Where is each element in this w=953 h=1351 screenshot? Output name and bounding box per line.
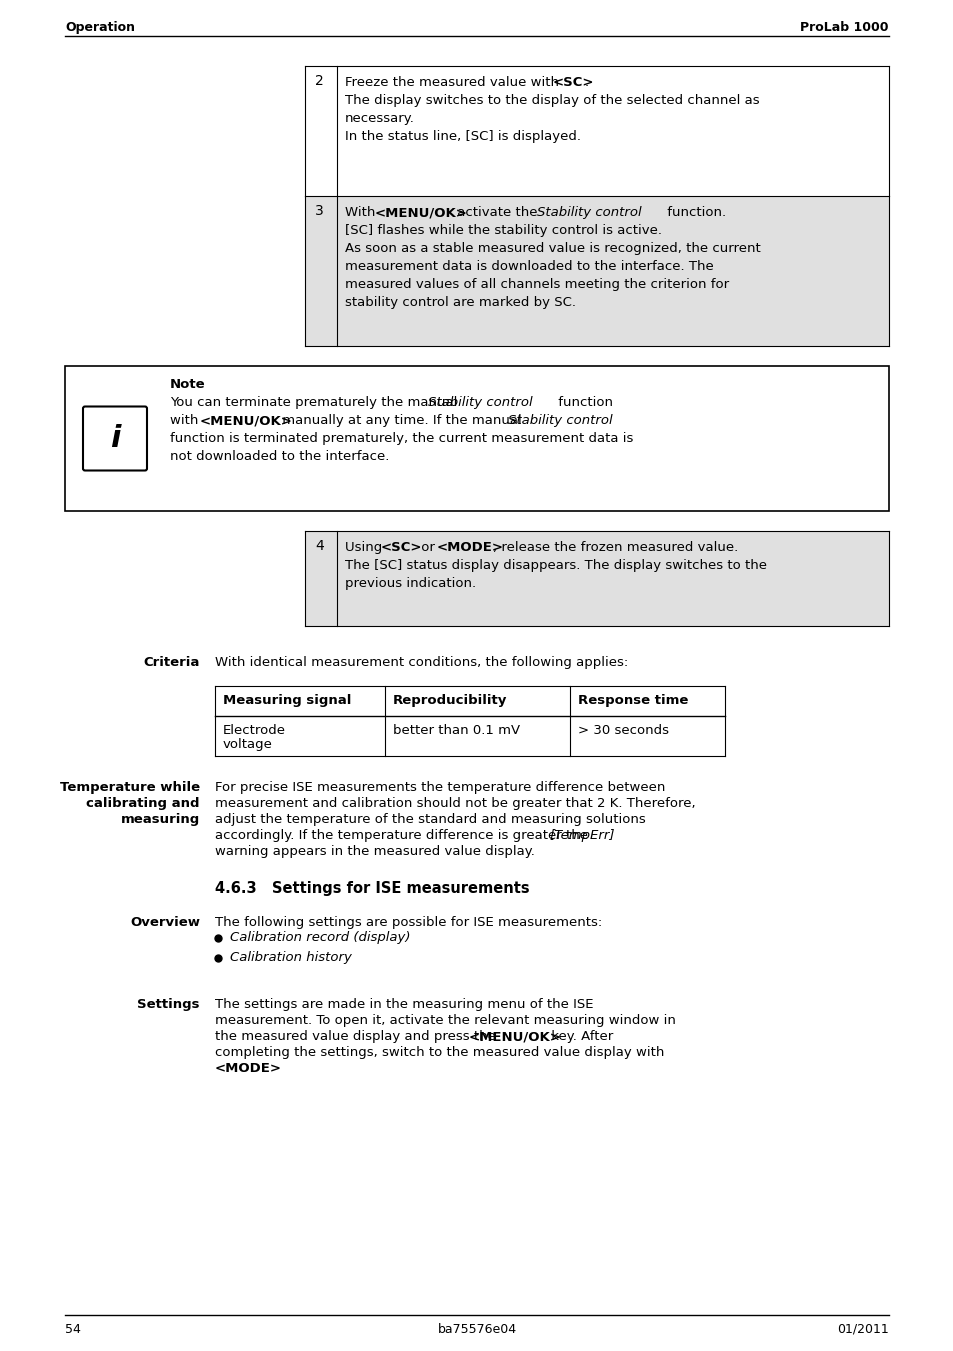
Text: Response time: Response time bbox=[578, 694, 688, 707]
Text: You can terminate prematurely the manual: You can terminate prematurely the manual bbox=[170, 396, 461, 409]
Text: <MENU/OK>: <MENU/OK> bbox=[200, 413, 293, 427]
Text: with: with bbox=[170, 413, 202, 427]
Text: Calibration record (display): Calibration record (display) bbox=[230, 931, 410, 944]
Text: Stability control: Stability control bbox=[507, 413, 612, 427]
FancyBboxPatch shape bbox=[305, 531, 888, 626]
Text: Operation: Operation bbox=[65, 22, 135, 34]
Text: Calibration history: Calibration history bbox=[230, 951, 352, 965]
Text: In the status line, [SC] is displayed.: In the status line, [SC] is displayed. bbox=[345, 130, 580, 143]
Text: function is terminated prematurely, the current measurement data is: function is terminated prematurely, the … bbox=[170, 432, 633, 444]
Text: <SC>: <SC> bbox=[553, 76, 594, 89]
Text: Overview: Overview bbox=[130, 916, 200, 929]
Text: key. After: key. After bbox=[546, 1029, 613, 1043]
Text: ba75576e04: ba75576e04 bbox=[437, 1323, 516, 1336]
Text: .: . bbox=[584, 76, 589, 89]
Text: activate the: activate the bbox=[453, 205, 541, 219]
Text: Electrode: Electrode bbox=[223, 724, 286, 738]
Text: measurement and calibration should not be greater that 2 K. Therefore,: measurement and calibration should not b… bbox=[214, 797, 695, 811]
Text: function: function bbox=[554, 396, 613, 409]
Text: measurement. To open it, activate the relevant measuring window in: measurement. To open it, activate the re… bbox=[214, 1015, 675, 1027]
Text: measuring: measuring bbox=[121, 813, 200, 825]
Text: i: i bbox=[110, 424, 120, 453]
Text: > 30 seconds: > 30 seconds bbox=[578, 724, 668, 738]
Text: 4: 4 bbox=[314, 539, 323, 553]
Text: Measuring signal: Measuring signal bbox=[223, 694, 351, 707]
Text: For precise ISE measurements the temperature difference between: For precise ISE measurements the tempera… bbox=[214, 781, 664, 794]
Text: <MODE>: <MODE> bbox=[436, 540, 503, 554]
Text: The display switches to the display of the selected channel as: The display switches to the display of t… bbox=[345, 95, 759, 107]
Text: Freeze the measured value with: Freeze the measured value with bbox=[345, 76, 562, 89]
Text: 54: 54 bbox=[65, 1323, 81, 1336]
Text: not downloaded to the interface.: not downloaded to the interface. bbox=[170, 450, 389, 463]
Text: ProLab 1000: ProLab 1000 bbox=[800, 22, 888, 34]
Text: measurement data is downloaded to the interface. The: measurement data is downloaded to the in… bbox=[345, 259, 713, 273]
Text: Settings: Settings bbox=[137, 998, 200, 1011]
FancyBboxPatch shape bbox=[214, 686, 724, 716]
Text: The following settings are possible for ISE measurements:: The following settings are possible for … bbox=[214, 916, 601, 929]
Text: calibrating and: calibrating and bbox=[87, 797, 200, 811]
Text: , release the frozen measured value.: , release the frozen measured value. bbox=[493, 540, 738, 554]
Text: The settings are made in the measuring menu of the ISE: The settings are made in the measuring m… bbox=[214, 998, 593, 1011]
Text: [TempErr]: [TempErr] bbox=[548, 830, 614, 842]
Text: [SC] flashes while the stability control is active.: [SC] flashes while the stability control… bbox=[345, 224, 661, 236]
Text: With identical measurement conditions, the following applies:: With identical measurement conditions, t… bbox=[214, 657, 628, 669]
Text: function.: function. bbox=[662, 205, 725, 219]
Text: The [SC] status display disappears. The display switches to the: The [SC] status display disappears. The … bbox=[345, 559, 766, 571]
Text: necessary.: necessary. bbox=[345, 112, 415, 126]
Text: the measured value display and press the: the measured value display and press the bbox=[214, 1029, 499, 1043]
Text: As soon as a stable measured value is recognized, the current: As soon as a stable measured value is re… bbox=[345, 242, 760, 255]
Text: <MENU/OK>: <MENU/OK> bbox=[375, 205, 467, 219]
Text: Reproducibility: Reproducibility bbox=[393, 694, 507, 707]
Text: adjust the temperature of the standard and measuring solutions: adjust the temperature of the standard a… bbox=[214, 813, 645, 825]
FancyBboxPatch shape bbox=[83, 407, 147, 470]
Text: stability control are marked by SC.: stability control are marked by SC. bbox=[345, 296, 576, 309]
FancyBboxPatch shape bbox=[65, 366, 888, 511]
Text: Temperature while: Temperature while bbox=[60, 781, 200, 794]
Text: warning appears in the measured value display.: warning appears in the measured value di… bbox=[214, 844, 535, 858]
Text: completing the settings, switch to the measured value display with: completing the settings, switch to the m… bbox=[214, 1046, 663, 1059]
FancyBboxPatch shape bbox=[214, 716, 724, 757]
Text: voltage: voltage bbox=[223, 738, 273, 751]
Text: Note: Note bbox=[170, 378, 206, 390]
Text: measured values of all channels meeting the criterion for: measured values of all channels meeting … bbox=[345, 278, 728, 290]
Text: or: or bbox=[416, 540, 438, 554]
Text: Stability control: Stability control bbox=[428, 396, 532, 409]
Text: accordingly. If the temperature difference is greater the: accordingly. If the temperature differen… bbox=[214, 830, 592, 842]
Text: 3: 3 bbox=[314, 204, 323, 218]
Text: Stability control: Stability control bbox=[537, 205, 641, 219]
Text: better than 0.1 mV: better than 0.1 mV bbox=[393, 724, 519, 738]
Text: <MODE>: <MODE> bbox=[214, 1062, 282, 1075]
Text: 4.6.3   Settings for ISE measurements: 4.6.3 Settings for ISE measurements bbox=[214, 881, 529, 896]
Text: previous indication.: previous indication. bbox=[345, 577, 476, 590]
Text: Criteria: Criteria bbox=[144, 657, 200, 669]
Text: .: . bbox=[265, 1062, 269, 1075]
Text: <MENU/OK>: <MENU/OK> bbox=[469, 1029, 561, 1043]
Text: <SC>: <SC> bbox=[380, 540, 422, 554]
Text: 2: 2 bbox=[314, 74, 323, 88]
Text: With: With bbox=[345, 205, 379, 219]
FancyBboxPatch shape bbox=[305, 196, 888, 346]
FancyBboxPatch shape bbox=[305, 66, 888, 196]
Text: Using: Using bbox=[345, 540, 386, 554]
Text: manually at any time. If the manual: manually at any time. If the manual bbox=[277, 413, 525, 427]
Text: 01/2011: 01/2011 bbox=[837, 1323, 888, 1336]
